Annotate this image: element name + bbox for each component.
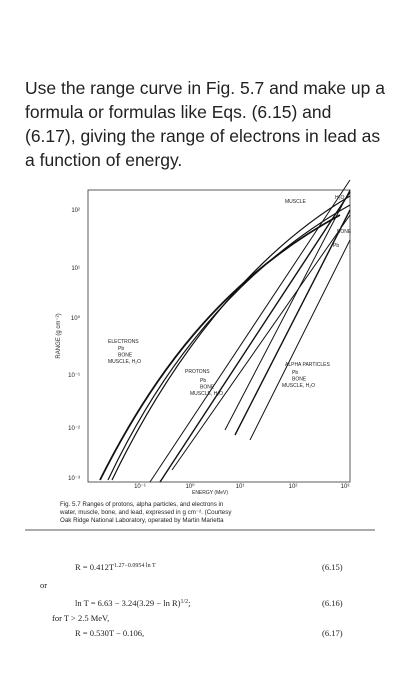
eq-number: (6.15) xyxy=(322,562,343,572)
curve-label: MUSCLE, H₂O xyxy=(282,383,315,389)
caption-line: Fig. 5.7 Ranges of protons, alpha partic… xyxy=(60,501,224,508)
y-tick-label: 10¹ xyxy=(71,266,80,272)
equation: R = 0.530T − 0.106, xyxy=(75,628,144,638)
curve-label: Pb xyxy=(333,243,339,249)
equations: R = 0.412T1.27−0.0954 ln T (6.15) or ln … xyxy=(40,562,343,638)
group-title: ALPHA PARTICLES xyxy=(285,362,330,368)
eq-sup: 1/2 xyxy=(180,599,188,605)
electron-curve xyxy=(111,195,351,481)
y-tick-label: 10⁻² xyxy=(68,426,80,432)
caption-line: water, muscle, bone, and lead, expressed… xyxy=(59,509,232,516)
caption-line: Oak Ridge National Laboratory, operated … xyxy=(60,517,224,524)
curve-label: MUSCLE, H₂O xyxy=(108,359,141,365)
equation: R = 0.412T1.27−0.0954 ln T xyxy=(75,562,156,572)
y-tick-label: 10⁰ xyxy=(71,315,81,322)
question: Use the range curve in Fig. 5.7 and make… xyxy=(25,78,385,170)
curve-label: BONE xyxy=(292,377,307,383)
alpha-curve xyxy=(249,239,351,441)
eq-number: (6.16) xyxy=(322,598,343,608)
x-tick-label: 10² xyxy=(289,484,298,490)
condition: for T > 2.5 MeV, xyxy=(52,613,109,623)
alpha-curve xyxy=(224,189,351,431)
y-tick-label: 10⁻¹ xyxy=(68,373,80,379)
curve-label: Pb xyxy=(200,378,206,384)
chart: RANGE (g cm⁻²) ENERGY (MeV) ELECTRONS PR… xyxy=(56,179,352,524)
eq-number: (6.17) xyxy=(322,628,343,638)
alpha-curve xyxy=(234,209,351,436)
or: or xyxy=(40,580,47,590)
electron-curve xyxy=(107,204,351,481)
curve-label: BONE xyxy=(200,385,215,391)
electron-curve xyxy=(99,214,341,481)
curve-label: Pb xyxy=(118,346,124,352)
curve-label: BONE xyxy=(118,353,133,359)
proton-curve xyxy=(149,179,351,483)
curve-label: Pb xyxy=(292,370,298,376)
x-tick-label: 10⁰ xyxy=(185,483,195,490)
eq-tail: ; xyxy=(188,598,190,608)
y-tick-label: 10⁻³ xyxy=(68,476,80,482)
curve-label: BONE xyxy=(337,229,352,235)
plot-frame xyxy=(87,189,351,483)
curve-label: MUSCLE xyxy=(285,199,307,205)
eq-main: R = 0.412T xyxy=(75,562,115,572)
x-axis-label: ENERGY (MeV) xyxy=(192,490,228,496)
proton-curve xyxy=(159,191,351,483)
group-title: PROTONS xyxy=(185,369,210,375)
eq-main: ln T = 6.63 − 3.24(3.29 − ln R) xyxy=(75,598,181,608)
x-tick-label: 10¹ xyxy=(236,484,245,490)
y-axis-label: RANGE (g cm⁻²) xyxy=(56,313,62,358)
curve-label: MUSCLE, H₂O xyxy=(190,391,223,397)
group-title: ELECTRONS xyxy=(108,339,139,345)
equation: ln T = 6.63 − 3.24(3.29 − ln R)1/2; xyxy=(75,598,191,608)
proton-curve xyxy=(171,214,351,471)
x-tick-label: 10³ xyxy=(341,484,350,490)
x-tick-label: 10⁻¹ xyxy=(134,484,146,490)
eq-sup: 1.27−0.0954 ln T xyxy=(114,563,156,569)
curve-label: H₂O xyxy=(335,195,345,201)
y-tick-label: 10² xyxy=(71,208,80,214)
